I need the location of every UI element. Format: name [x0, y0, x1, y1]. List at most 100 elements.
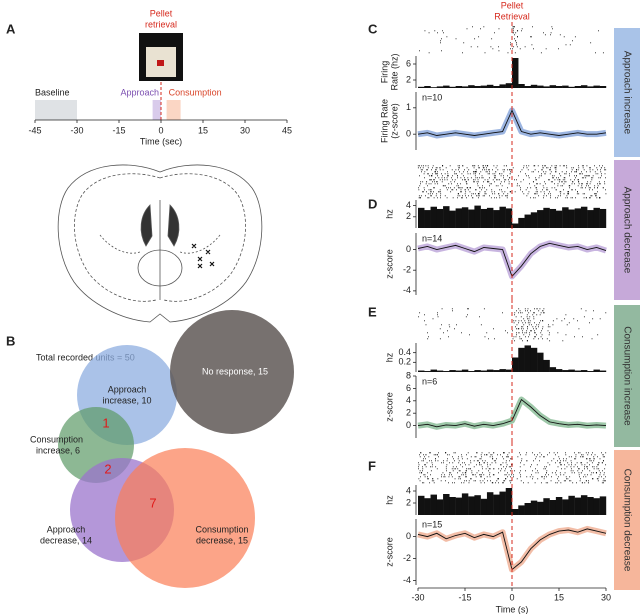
time-window — [35, 100, 77, 120]
overlap-count: 7 — [149, 495, 156, 510]
venn-label: Approach — [108, 384, 147, 394]
hist-bar — [474, 205, 481, 228]
hist-bar — [455, 497, 463, 515]
raster — [419, 26, 604, 54]
hist-bar — [468, 85, 475, 88]
hist-bar — [530, 500, 538, 515]
venn-label: increase, 10 — [102, 395, 151, 405]
hist-bar — [587, 210, 594, 228]
hist-bar — [562, 85, 569, 88]
hist-bar — [461, 493, 469, 515]
device-photo — [139, 33, 183, 81]
y-tick-label: 0 — [406, 420, 411, 430]
n-label: n=6 — [422, 376, 437, 386]
hist-bar — [530, 212, 538, 228]
raster — [418, 308, 607, 342]
x-tick-label: 45 — [282, 125, 292, 135]
panel-letter: B — [6, 333, 15, 348]
x-axis-label: Time (s) — [496, 604, 529, 614]
hist-bar — [480, 85, 488, 88]
hist-bar — [499, 369, 506, 372]
overlap-count: 1 — [102, 415, 109, 430]
hist-bar — [480, 498, 488, 515]
hist-bar — [512, 357, 519, 372]
hist-bar — [593, 207, 600, 228]
venn-label: Consumption — [195, 524, 248, 534]
hist-bar — [549, 500, 557, 515]
hist-bar — [537, 210, 544, 228]
hist-bar — [449, 497, 456, 515]
y-tick-label: 0.4 — [398, 347, 411, 357]
hist-bar — [480, 208, 488, 228]
hist-bar — [518, 347, 525, 372]
hist-bar — [455, 208, 463, 228]
hist-bar — [418, 86, 425, 88]
hist-bar — [449, 370, 456, 372]
hist-bar — [562, 207, 569, 228]
n-label: n=14 — [422, 233, 442, 243]
hist-bar — [418, 370, 425, 372]
side-label: Approach decrease — [621, 187, 632, 274]
y-axis-label: hz — [384, 209, 394, 219]
y-tick-label: 0 — [406, 244, 411, 254]
hist-bar — [505, 83, 513, 88]
venn-label: No response, 15 — [202, 366, 268, 376]
y-tick-label: -2 — [403, 265, 411, 275]
y-tick-label: 6 — [406, 383, 411, 393]
hist-bar — [418, 495, 425, 515]
x-tick-label: 30 — [240, 125, 250, 135]
hist-bar — [555, 497, 563, 515]
venn-label: Approach — [47, 524, 86, 534]
y-axis-label: hz — [384, 352, 394, 362]
hist-bar — [593, 498, 600, 515]
hist-bar — [518, 505, 525, 515]
hist-bar — [524, 503, 531, 515]
hist-bar — [461, 207, 469, 228]
hist-bar — [537, 501, 544, 515]
brain-section — [57, 164, 263, 323]
hist-bar — [518, 84, 525, 88]
y-tick-label: 2 — [406, 408, 411, 418]
hist-bar — [468, 209, 475, 228]
event-label: Retrieval — [494, 11, 530, 21]
side-bar — [614, 160, 640, 300]
hist-bar — [587, 497, 594, 515]
hist-bar — [593, 85, 600, 88]
hist-bar — [537, 352, 544, 372]
raster — [418, 452, 607, 484]
hist-bar — [449, 86, 456, 88]
hist-bar — [537, 85, 544, 88]
y-tick-label: 4 — [406, 485, 411, 495]
venn-label: decrease, 14 — [40, 535, 92, 545]
hist-bar — [549, 85, 557, 88]
hist-bar — [505, 488, 513, 515]
hist-bar — [505, 208, 513, 228]
panel-letter: D — [368, 196, 377, 211]
y-tick-label: 2 — [406, 497, 411, 507]
y-tick-label: 6 — [406, 58, 411, 68]
hist-bar — [486, 84, 494, 88]
hist-bar — [599, 208, 607, 228]
hist-bar — [493, 210, 500, 228]
y-axis-label: Firing Rate — [379, 99, 389, 143]
side-bar — [614, 28, 640, 157]
hist-bar — [443, 494, 450, 515]
hist-bar — [430, 369, 437, 372]
side-bar — [614, 305, 640, 447]
hist-bar — [549, 367, 557, 372]
hist-bar — [555, 369, 563, 372]
hist-bar — [543, 498, 550, 515]
x-tick-label: -15 — [112, 125, 125, 135]
hist-bar — [543, 207, 550, 228]
hist-bar — [468, 496, 475, 515]
hist-bar — [499, 491, 506, 515]
y-tick-label: 0.2 — [398, 357, 411, 367]
hist-bar — [455, 86, 463, 88]
y-axis-label: hz — [384, 495, 394, 505]
x-tick-label: -30 — [411, 592, 424, 602]
time-window — [152, 100, 161, 120]
x-tick-label: 0 — [509, 592, 514, 602]
y-tick-label: 0 — [406, 129, 411, 139]
hist-bar — [599, 370, 607, 372]
y-tick-label: 8 — [406, 370, 411, 380]
